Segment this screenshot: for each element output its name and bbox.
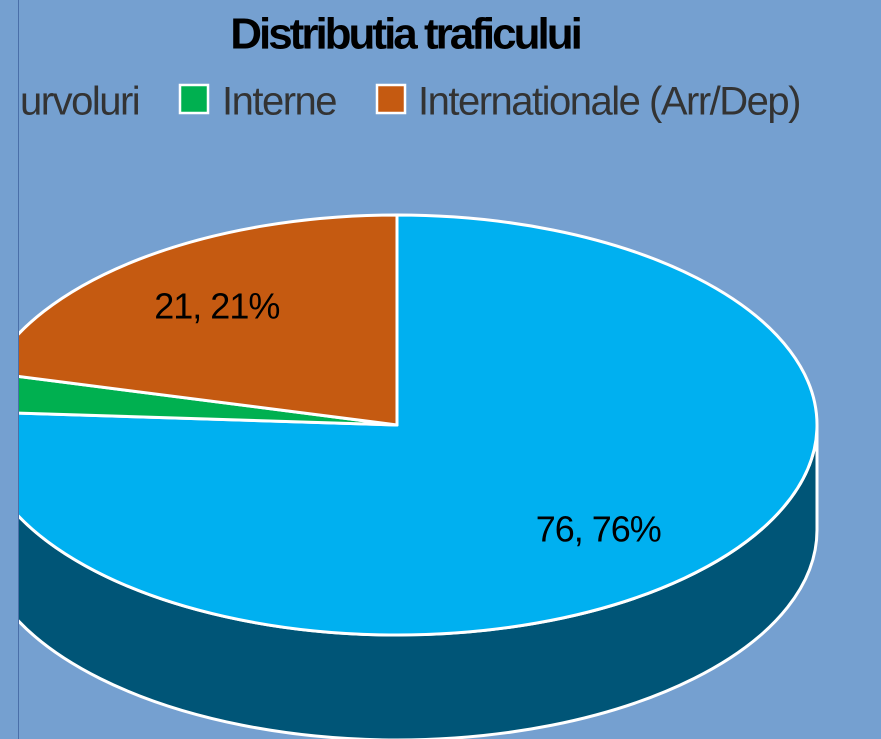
pie-slice xyxy=(19,374,399,427)
legend-label: urvoluri xyxy=(20,80,139,124)
plot: 76, 76% 21, 21% urvoluri Interne Internation… xyxy=(19,80,819,739)
legend-label: Internationale (Arr/Dep) xyxy=(418,80,800,124)
pie-slice xyxy=(19,213,399,427)
pie-slice xyxy=(19,213,819,637)
legend-swatch xyxy=(178,83,210,115)
chart-title: Distributia traficului xyxy=(230,10,580,59)
legend-label: Interne xyxy=(222,80,336,124)
data-label: 21, 21% xyxy=(154,285,279,326)
legend-swatch xyxy=(375,83,407,115)
data-label: 76, 76% xyxy=(536,509,661,550)
